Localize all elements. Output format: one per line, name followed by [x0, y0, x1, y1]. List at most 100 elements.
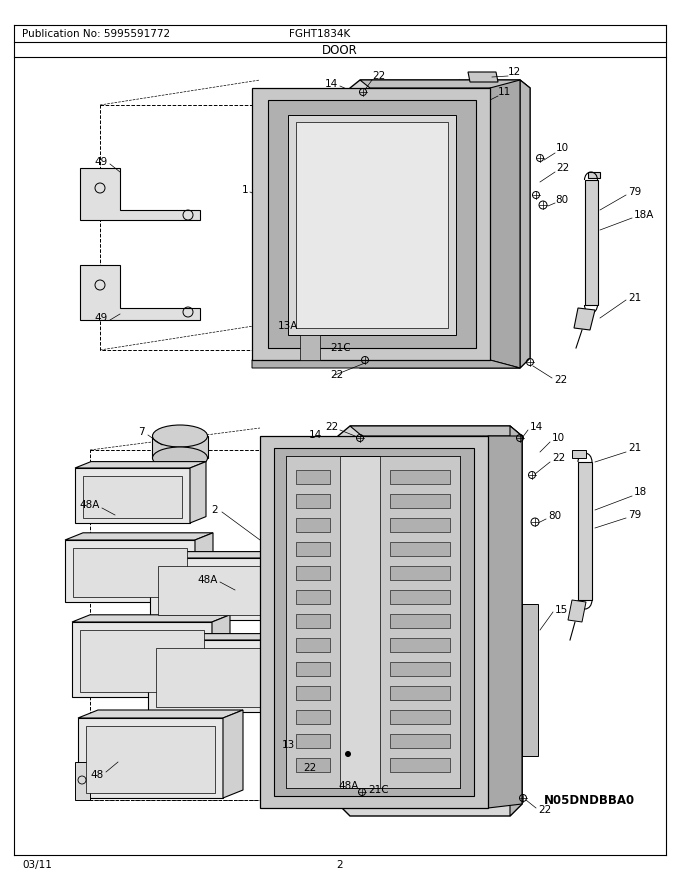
Text: 48A: 48A [80, 500, 100, 510]
Polygon shape [156, 648, 265, 707]
Polygon shape [390, 542, 450, 556]
Circle shape [349, 304, 361, 316]
Text: 14: 14 [530, 422, 543, 432]
Polygon shape [78, 718, 223, 798]
Polygon shape [510, 426, 522, 816]
Text: 18A: 18A [634, 210, 654, 220]
Polygon shape [86, 726, 215, 793]
Polygon shape [296, 638, 330, 652]
Polygon shape [350, 426, 522, 436]
Text: 22: 22 [538, 805, 551, 815]
Polygon shape [75, 468, 190, 523]
Polygon shape [286, 456, 460, 788]
Circle shape [342, 748, 354, 760]
Text: DOOR: DOOR [322, 43, 358, 56]
Text: FGHT1834K: FGHT1834K [290, 29, 351, 39]
Polygon shape [488, 436, 522, 808]
Polygon shape [578, 462, 592, 600]
Text: 21: 21 [628, 293, 641, 303]
Text: 13: 13 [282, 740, 295, 750]
Polygon shape [296, 614, 330, 628]
Ellipse shape [152, 447, 207, 469]
Polygon shape [80, 265, 200, 320]
Polygon shape [274, 448, 474, 796]
Polygon shape [296, 470, 330, 484]
Polygon shape [390, 470, 450, 484]
Polygon shape [390, 494, 450, 508]
Polygon shape [72, 622, 212, 697]
Polygon shape [390, 566, 450, 580]
Text: 48: 48 [90, 770, 104, 780]
Ellipse shape [152, 425, 207, 447]
Polygon shape [572, 450, 586, 458]
Polygon shape [296, 542, 330, 556]
Polygon shape [296, 686, 330, 700]
Circle shape [345, 751, 351, 757]
Polygon shape [195, 532, 213, 602]
Polygon shape [574, 308, 595, 330]
Polygon shape [522, 604, 538, 756]
Circle shape [352, 307, 358, 313]
Polygon shape [296, 662, 330, 676]
Polygon shape [296, 590, 330, 604]
Polygon shape [585, 180, 598, 305]
Polygon shape [150, 552, 286, 558]
Text: 49: 49 [95, 157, 108, 167]
Text: 22: 22 [330, 370, 343, 380]
Text: 48A: 48A [198, 575, 218, 585]
Text: 48A: 48A [338, 781, 358, 791]
Polygon shape [296, 710, 330, 724]
Polygon shape [83, 476, 182, 518]
Polygon shape [390, 638, 450, 652]
Polygon shape [223, 710, 243, 798]
Text: 15: 15 [555, 605, 568, 615]
Polygon shape [390, 758, 450, 772]
Text: N05DNDBBA0: N05DNDBBA0 [544, 794, 635, 806]
Text: 11: 11 [498, 87, 511, 97]
Polygon shape [80, 168, 200, 220]
Polygon shape [296, 494, 330, 508]
Polygon shape [300, 335, 320, 360]
Polygon shape [390, 518, 450, 532]
Polygon shape [158, 566, 262, 615]
Text: 21: 21 [628, 443, 641, 453]
Polygon shape [296, 518, 330, 532]
Text: 22: 22 [554, 375, 567, 385]
Polygon shape [390, 710, 450, 724]
Text: 22: 22 [325, 422, 338, 432]
Polygon shape [270, 552, 286, 620]
Polygon shape [390, 686, 450, 700]
Text: 2: 2 [337, 860, 343, 870]
Polygon shape [390, 614, 450, 628]
Polygon shape [568, 600, 586, 622]
Text: 21C: 21C [368, 785, 389, 795]
Polygon shape [152, 436, 208, 458]
Text: 10: 10 [556, 143, 569, 153]
Polygon shape [520, 80, 530, 368]
Text: 22: 22 [303, 763, 316, 773]
Text: 79: 79 [628, 510, 641, 520]
Polygon shape [288, 115, 456, 335]
Text: 13A: 13A [277, 321, 298, 331]
Text: Publication No: 5995591772: Publication No: 5995591772 [22, 29, 170, 39]
Text: 10: 10 [552, 433, 565, 443]
Polygon shape [296, 566, 330, 580]
Polygon shape [390, 590, 450, 604]
Polygon shape [72, 615, 230, 622]
Polygon shape [252, 360, 520, 368]
Text: 7: 7 [138, 427, 145, 437]
Polygon shape [273, 634, 289, 712]
Polygon shape [148, 634, 289, 640]
Polygon shape [75, 762, 90, 800]
Polygon shape [390, 734, 450, 748]
Polygon shape [73, 548, 187, 597]
Text: 22: 22 [372, 71, 386, 81]
Text: 79: 79 [628, 187, 641, 197]
Polygon shape [268, 100, 476, 348]
Text: 49: 49 [95, 313, 108, 323]
Polygon shape [350, 80, 530, 368]
Text: 22: 22 [552, 453, 565, 463]
Text: 2: 2 [211, 505, 218, 515]
Text: 03/11: 03/11 [22, 860, 52, 870]
Text: 14: 14 [309, 430, 322, 440]
